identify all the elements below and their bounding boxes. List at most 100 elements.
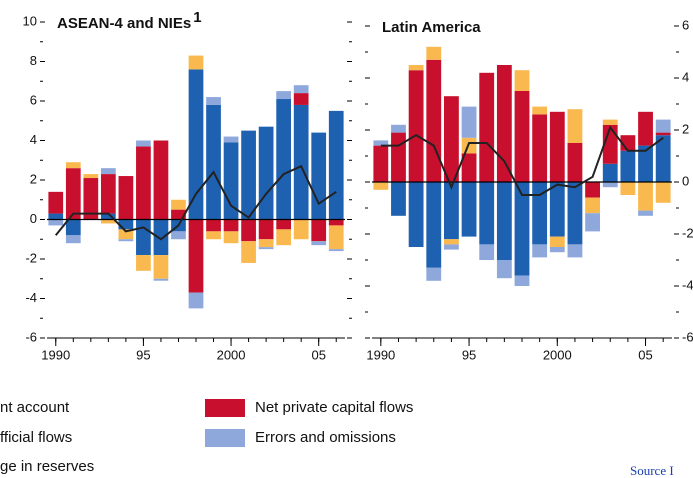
bar-segment [408,65,424,71]
bar-segment [293,85,309,94]
bar-segment [100,174,116,214]
current-account-line [54,164,337,241]
bar-segment [83,178,99,220]
bar-segment [136,255,151,271]
bar-segment [514,275,530,286]
source: Source I [630,463,674,478]
bar-segment [655,182,671,203]
bar-segment [48,219,64,226]
bar-segment [311,241,327,246]
x-tick-label: 95 [136,347,150,362]
legend-label: Errors and omissions [255,429,396,446]
x-tick-label: 1990 [41,347,70,362]
bar-segment [65,162,81,169]
bar-segment [223,219,239,232]
bar-segment [171,209,186,220]
bar-segment [258,239,274,248]
bar-segment [293,104,309,220]
bar-segment [496,65,512,182]
bar-segment [293,93,309,105]
bar-segment [48,213,64,220]
bar-segment [171,199,186,210]
bar-segment [638,210,653,216]
bar-segment [100,219,116,224]
bar-segment [223,136,239,143]
bar-segment [223,142,239,220]
bar-segment [100,168,116,175]
bar-segment [188,69,204,220]
y-tick-label: 2 [30,171,37,186]
bar-segment [602,182,618,188]
y-tick-label: -6 [682,329,693,344]
bar-segment [549,236,565,247]
y-tick-label: 6 [682,17,689,32]
bar-segment [258,247,274,250]
bar-segment [638,182,653,211]
bar-segment [391,132,406,182]
legend-swatch [205,399,245,417]
bar-segment [479,72,495,182]
x-tick-label: 1990 [366,347,395,362]
bar-segment [496,260,512,279]
bar-segment [153,140,169,220]
bar-segment [514,182,530,276]
y-tick-label: -4 [25,290,37,305]
bar-segment [585,197,600,214]
legend-label: Net private capital flows [255,399,413,416]
y-tick-label: 0 [30,211,37,226]
bar-segment [514,91,530,182]
bar-segment [426,267,442,281]
bar-segment [655,135,671,182]
y-tick-label: 2 [682,121,689,136]
bar-segment [276,219,292,230]
bar-segment [408,70,424,182]
bar-segment [223,231,239,244]
bar-segment [391,124,406,133]
bar-segment [479,244,495,260]
bar-segment [118,229,134,240]
y-tick-label: -6 [25,329,37,344]
bar-segment [532,244,548,258]
y-tick-label: 6 [30,92,37,107]
panel-title: Latin America [382,19,481,36]
bar-segment [83,174,99,179]
bar-segment [496,182,512,260]
bar-segment [258,126,274,220]
bar-segment [188,219,204,293]
bar-segment [206,104,221,220]
bar-segment [118,176,134,220]
bar-segment [532,106,548,115]
x-tick-label: 05 [311,347,325,362]
bar-segment [136,219,151,256]
bar-segment [206,231,221,240]
y-tick-label: -2 [682,225,693,240]
bar-segment [328,249,344,252]
x-tick-label: 2000 [543,347,572,362]
bar-segment [188,292,204,309]
x-tick-label: 2000 [217,347,246,362]
bar-segment [153,219,169,256]
bar-segment [65,219,81,236]
current-account-line [380,125,664,196]
bar-segment [206,219,221,232]
bar-segment [171,231,186,240]
bar-segment [567,109,583,143]
bar-segment [391,182,406,216]
bar-segment [136,146,151,220]
bar-segment [444,96,459,182]
bar-segment [100,213,116,220]
bar-segment [293,219,309,240]
bar-segment [65,168,81,220]
x-tick-label: 05 [638,347,652,362]
bar-segment [602,119,618,125]
bar-segment [153,278,169,281]
bar-segment [532,182,548,245]
bar-segment [514,70,530,91]
title-superscript: 1 [193,9,201,26]
bar-segment [241,241,256,263]
bar-segment [276,99,292,220]
bar-segment [136,140,151,147]
bar-segment [549,247,565,253]
y-tick-label: 8 [30,53,37,68]
